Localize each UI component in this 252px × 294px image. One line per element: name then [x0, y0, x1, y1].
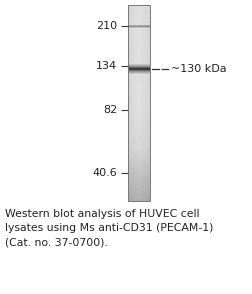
- Bar: [128, 5, 150, 201]
- Text: 82: 82: [103, 105, 117, 115]
- Text: 210: 210: [96, 21, 117, 31]
- Text: 40.6: 40.6: [92, 168, 117, 178]
- Text: ~130 kDa: ~130 kDa: [171, 64, 227, 74]
- Text: 134: 134: [96, 61, 117, 71]
- Text: Western blot analysis of HUVEC cell
lysates using Ms anti-CD31 (PECAM-1)
(Cat. n: Western blot analysis of HUVEC cell lysa…: [5, 209, 213, 248]
